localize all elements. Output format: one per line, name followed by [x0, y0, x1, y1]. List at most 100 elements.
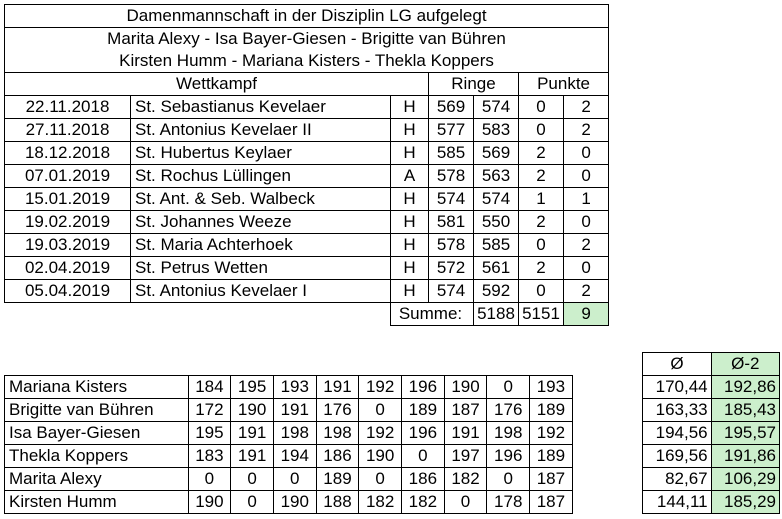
shooter-avg2: 191,86	[710, 444, 781, 468]
match-date: 22.11.2018	[4, 95, 131, 119]
punkte-header: Punkte	[517, 72, 610, 96]
shooter-score: 194	[272, 444, 317, 468]
shooter-score: 196	[401, 421, 445, 445]
shooter-score: 0	[358, 467, 402, 491]
shooter-name: Isa Bayer-Giesen	[4, 421, 189, 445]
shooter-name: Brigitte van Bühren	[4, 398, 189, 422]
shooter-score: 182	[443, 467, 488, 491]
shooter-score: 190	[358, 444, 402, 468]
match-opponent: St. Rochus Lüllingen	[130, 164, 391, 188]
match-date: 02.04.2019	[4, 256, 131, 280]
shooter-score: 193	[529, 375, 573, 399]
match-ringe-1: 569	[428, 95, 474, 119]
shooter-avg2: 195,57	[710, 421, 781, 445]
match-punkte-1: 2	[518, 164, 564, 188]
spacer-cell	[572, 445, 643, 468]
shooter-score: 186	[401, 467, 445, 491]
match-date: 19.02.2019	[4, 210, 131, 234]
match-date: 19.03.2019	[4, 233, 131, 257]
spacer-cell	[572, 399, 643, 422]
match-row: 02.04.2019 St. Petrus Wetten H 572 561 2 0	[4, 256, 610, 280]
spacer-cell	[572, 376, 643, 399]
match-opponent: St. Hubertus Keylaer	[130, 141, 391, 165]
match-home-away: H	[390, 279, 429, 303]
match-ringe-2: 583	[473, 118, 519, 142]
match-opponent: St. Ant. & Seb. Walbeck	[130, 187, 391, 211]
match-date: 07.01.2019	[4, 164, 131, 188]
match-date: 27.11.2018	[4, 118, 131, 142]
match-date: 18.12.2018	[4, 141, 131, 165]
spacer-cell	[572, 468, 643, 491]
match-opponent: St. Sebastianus Kevelaer	[130, 95, 391, 119]
shooter-row: Kirsten Humm 190 0 190 188 182 182 0 178 187 144,1…	[4, 490, 781, 514]
match-home-away: H	[390, 233, 429, 257]
shooter-score: 191	[230, 421, 274, 445]
match-ringe-2: 585	[473, 233, 519, 257]
shooter-name: Mariana Kisters	[4, 375, 189, 399]
shooter-score: 176	[486, 398, 531, 422]
shooter-score: 187	[443, 398, 488, 422]
shooters-table: Ø Ø-2 Mariana Kisters 184 195 193 191 192 196 1…	[4, 352, 781, 514]
shooter-row: Thekla Koppers 183 191 194 186 190 0 197 196 189 1…	[4, 444, 781, 468]
summe-punkte-1: 9	[562, 302, 610, 326]
shooter-score: 196	[486, 444, 531, 468]
shooter-score: 0	[486, 467, 531, 491]
shooter-score: 0	[230, 467, 274, 491]
match-punkte-2: 0	[562, 164, 610, 188]
shooter-score: 182	[358, 490, 402, 514]
match-ringe-1: 574	[428, 187, 474, 211]
shooter-score: 172	[187, 398, 232, 422]
match-punkte-1: 0	[518, 233, 564, 257]
match-punkte-2: 0	[562, 141, 610, 165]
match-home-away: A	[390, 164, 429, 188]
shooter-score: 189	[529, 444, 573, 468]
match-row: 18.12.2018 St. Hubertus Keylaer H 585 569 2 0	[4, 141, 610, 165]
match-punkte-2: 0	[562, 210, 610, 234]
shooter-name: Kirsten Humm	[4, 490, 189, 514]
match-punkte-2: 2	[562, 95, 610, 119]
shooter-score: 0	[358, 398, 402, 422]
spacer-cell	[572, 422, 643, 445]
shooter-score: 192	[358, 421, 402, 445]
shooter-score: 198	[486, 421, 531, 445]
summe-ringe-2: 5151	[518, 302, 564, 326]
match-home-away: H	[390, 95, 429, 119]
shooter-score: 178	[486, 490, 531, 514]
shooter-score: 183	[187, 444, 232, 468]
match-ringe-1: 585	[428, 141, 474, 165]
shooter-score: 190	[187, 490, 232, 514]
match-home-away: H	[390, 118, 429, 142]
match-ringe-2: 574	[473, 95, 519, 119]
match-row: 19.03.2019 St. Maria Achterhoek H 578 585 0 2	[4, 233, 610, 257]
match-date: 15.01.2019	[4, 187, 131, 211]
match-punkte-1: 2	[518, 210, 564, 234]
match-punkte-1: 0	[518, 118, 564, 142]
match-ringe-2: 563	[473, 164, 519, 188]
shooter-avg: 170,44	[642, 375, 712, 399]
shooter-row: Marita Alexy 0 0 0 189 0 186 182 0 187 82,67 106,29	[4, 467, 781, 491]
shooter-score: 176	[315, 398, 360, 422]
match-row: 05.04.2019 St. Antonius Kevelaer I H 574 592…	[4, 279, 610, 303]
shooter-score: 191	[315, 375, 360, 399]
shooter-score: 187	[529, 467, 573, 491]
match-home-away: H	[390, 187, 429, 211]
shooter-avg: 169,56	[642, 444, 712, 468]
avg-header: Ø	[642, 352, 712, 376]
match-punkte-1: 0	[518, 279, 564, 303]
shooter-avg2: 185,29	[710, 490, 781, 514]
shooter-avg: 82,67	[642, 467, 712, 491]
match-opponent: St. Petrus Wetten	[130, 256, 391, 280]
match-row: 07.01.2019 St. Rochus Lüllingen A 578 563 2 0	[4, 164, 610, 188]
match-opponent: St. Johannes Weeze	[130, 210, 391, 234]
match-opponent: St. Maria Achterhoek	[130, 233, 391, 257]
shooter-score: 0	[272, 467, 317, 491]
shooter-score: 187	[529, 490, 573, 514]
shooter-row: Isa Bayer-Giesen 195 191 198 198 192 196 191 198…	[4, 421, 781, 445]
shooter-score: 189	[401, 398, 445, 422]
shooter-avg2: 185,43	[710, 398, 781, 422]
match-date: 05.04.2019	[4, 279, 131, 303]
shooter-score: 190	[272, 490, 317, 514]
match-opponent: St. Antonius Kevelaer II	[130, 118, 391, 142]
shooter-avg: 163,33	[642, 398, 712, 422]
match-ringe-2: 592	[473, 279, 519, 303]
